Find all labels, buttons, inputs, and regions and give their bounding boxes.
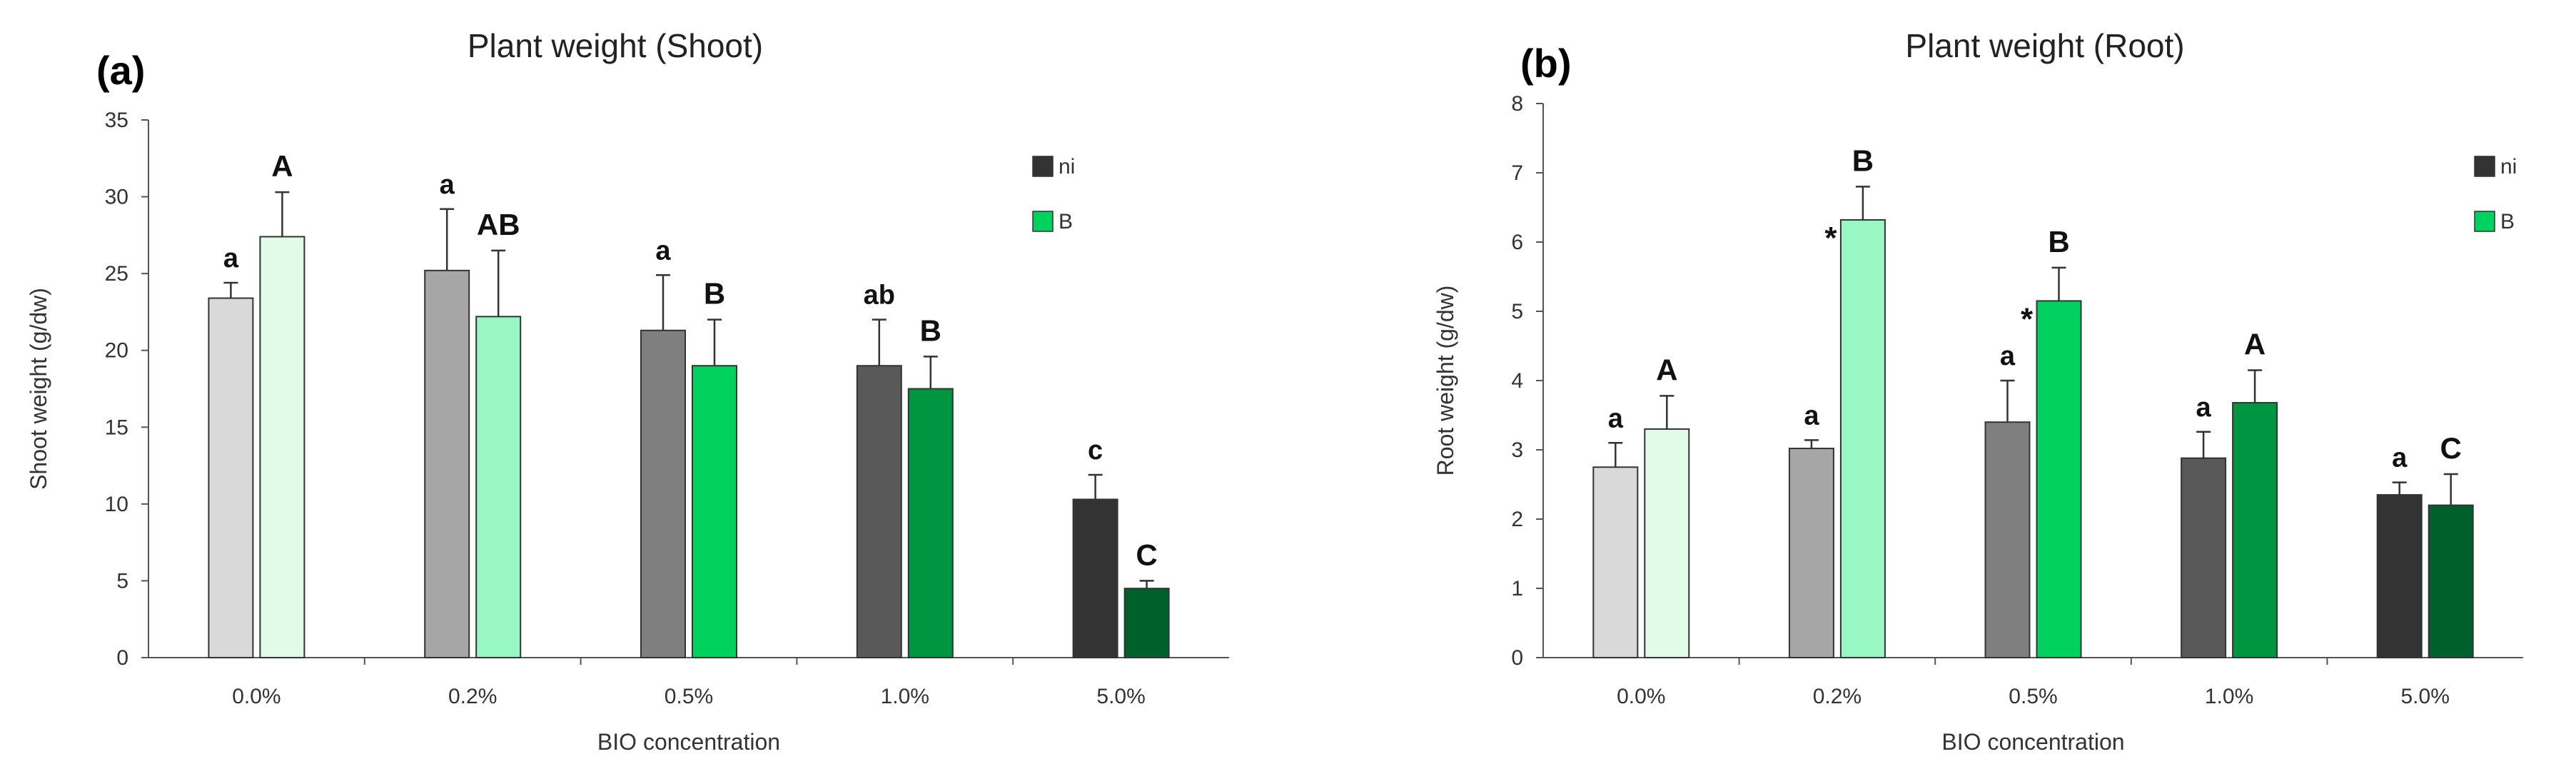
bar-B-1.0% [2232,402,2278,658]
y-tick-label: 6 [1511,231,1523,254]
x-tick-label: 0.0% [232,685,281,708]
x-tick-label: 1.0% [2205,685,2253,708]
chart-panel-0: (a) Plant weight (Shoot) 0 5 10 15 20 25 30 35 Sho… [26,27,1229,755]
panel-label: (a) [96,48,145,93]
significance-letter: a [2196,393,2212,423]
y-tick-label: 5 [116,569,128,593]
panel-label: (b) [1520,41,1572,86]
significance-letter: B [704,277,725,311]
bar-ni-1.0% [2181,457,2227,658]
bar-B-0.5% [2036,300,2082,658]
bar-B-0.5% [692,365,737,658]
legend-swatch-B [2474,211,2495,232]
y-tick-label: 4 [1511,369,1523,393]
legend-label-B: B [1059,210,1073,233]
significance-letter: a [2000,341,2016,371]
y-tick-label: 1 [1511,577,1523,600]
y-tick-label: 0 [116,646,128,670]
y-tick-label: 2 [1511,508,1523,531]
x-tick-label: 0.0% [1617,685,1665,708]
bar-B-5.0% [2428,504,2474,658]
significance-letter: a [1804,401,1819,431]
bar-ni-5.0% [2376,494,2423,658]
significance-letter: a [223,243,239,273]
significance-star: * [2021,301,2034,336]
significance-letter: B [920,313,941,347]
y-tick-label: 20 [105,339,128,363]
bar-B-0.0% [259,236,305,659]
bar-ni-0.5% [640,329,686,658]
chart-title: Plant weight (Shoot) [468,27,763,64]
bar-ni-1.0% [856,365,902,658]
significance-letter: A [271,149,293,183]
bar-B-5.0% [1123,588,1170,659]
y-tick-label: 7 [1511,161,1523,185]
y-tick-label: 3 [1511,438,1523,462]
bar-B-0.0% [1644,428,1690,659]
x-tick-label: 0.5% [665,685,713,708]
x-axis-title: BIO concentration [1941,729,2124,755]
bar-B-1.0% [907,388,954,658]
legend-swatch-ni [2474,156,2495,177]
y-axis-title: Shoot weight (g/dw) [26,288,51,490]
legend-label-ni: ni [1059,155,1075,179]
bar-B-0.2% [475,316,522,658]
x-tick-label: 1.0% [881,685,929,708]
y-tick-label: 0 [1511,646,1523,670]
y-tick-label: 10 [105,493,128,516]
y-axis-title: Root weight (g/dw) [1433,286,1458,476]
significance-letter: A [2244,327,2266,361]
legend-swatch-ni [1032,156,1054,177]
significance-letter: A [1656,353,1677,386]
legend-label-B: B [2500,210,2515,233]
significance-letter: AB [477,208,520,241]
significance-letter: c [1088,436,1103,466]
bar-B-0.2% [1839,218,1886,658]
significance-letter: C [2440,431,2462,465]
significance-letter: B [2048,225,2069,258]
x-tick-label: 0.2% [1813,685,1862,708]
x-tick-label: 0.2% [448,685,497,708]
chart-title: Plant weight (Root) [1905,27,2184,64]
y-tick-label: 15 [105,416,128,439]
y-tick-label: 5 [1511,300,1523,323]
bar-ni-0.0% [208,297,254,658]
significance-letter: B [1852,144,1874,177]
legend-label-ni: ni [2500,155,2517,179]
y-tick-label: 25 [105,262,128,286]
legend-swatch-B [1032,211,1054,232]
y-tick-label: 8 [1511,92,1523,116]
significance-letter: a [2392,443,2408,473]
significance-star: * [1824,221,1837,256]
bar-ni-0.2% [1788,448,1834,658]
x-axis-title: BIO concentration [597,729,780,755]
significance-letter: a [1608,403,1624,433]
significance-letter: ab [864,281,895,311]
bar-ni-0.0% [1592,466,1639,658]
y-tick-label: 30 [105,186,128,209]
significance-letter: a [655,236,671,266]
bar-ni-0.5% [1984,421,2031,658]
significance-letter: a [440,170,455,200]
x-tick-label: 5.0% [2401,685,2450,708]
y-tick-label: 35 [105,109,128,132]
bar-ni-0.2% [424,269,470,658]
chart-panel-1: (b) Plant weight (Root) 0 1 2 3 4 5 6 7 8 Root weig… [1433,27,2523,755]
bar-ni-5.0% [1072,498,1118,658]
x-tick-label: 5.0% [1096,685,1145,708]
significance-letter: C [1136,538,1157,571]
x-tick-label: 0.5% [2009,685,2057,708]
